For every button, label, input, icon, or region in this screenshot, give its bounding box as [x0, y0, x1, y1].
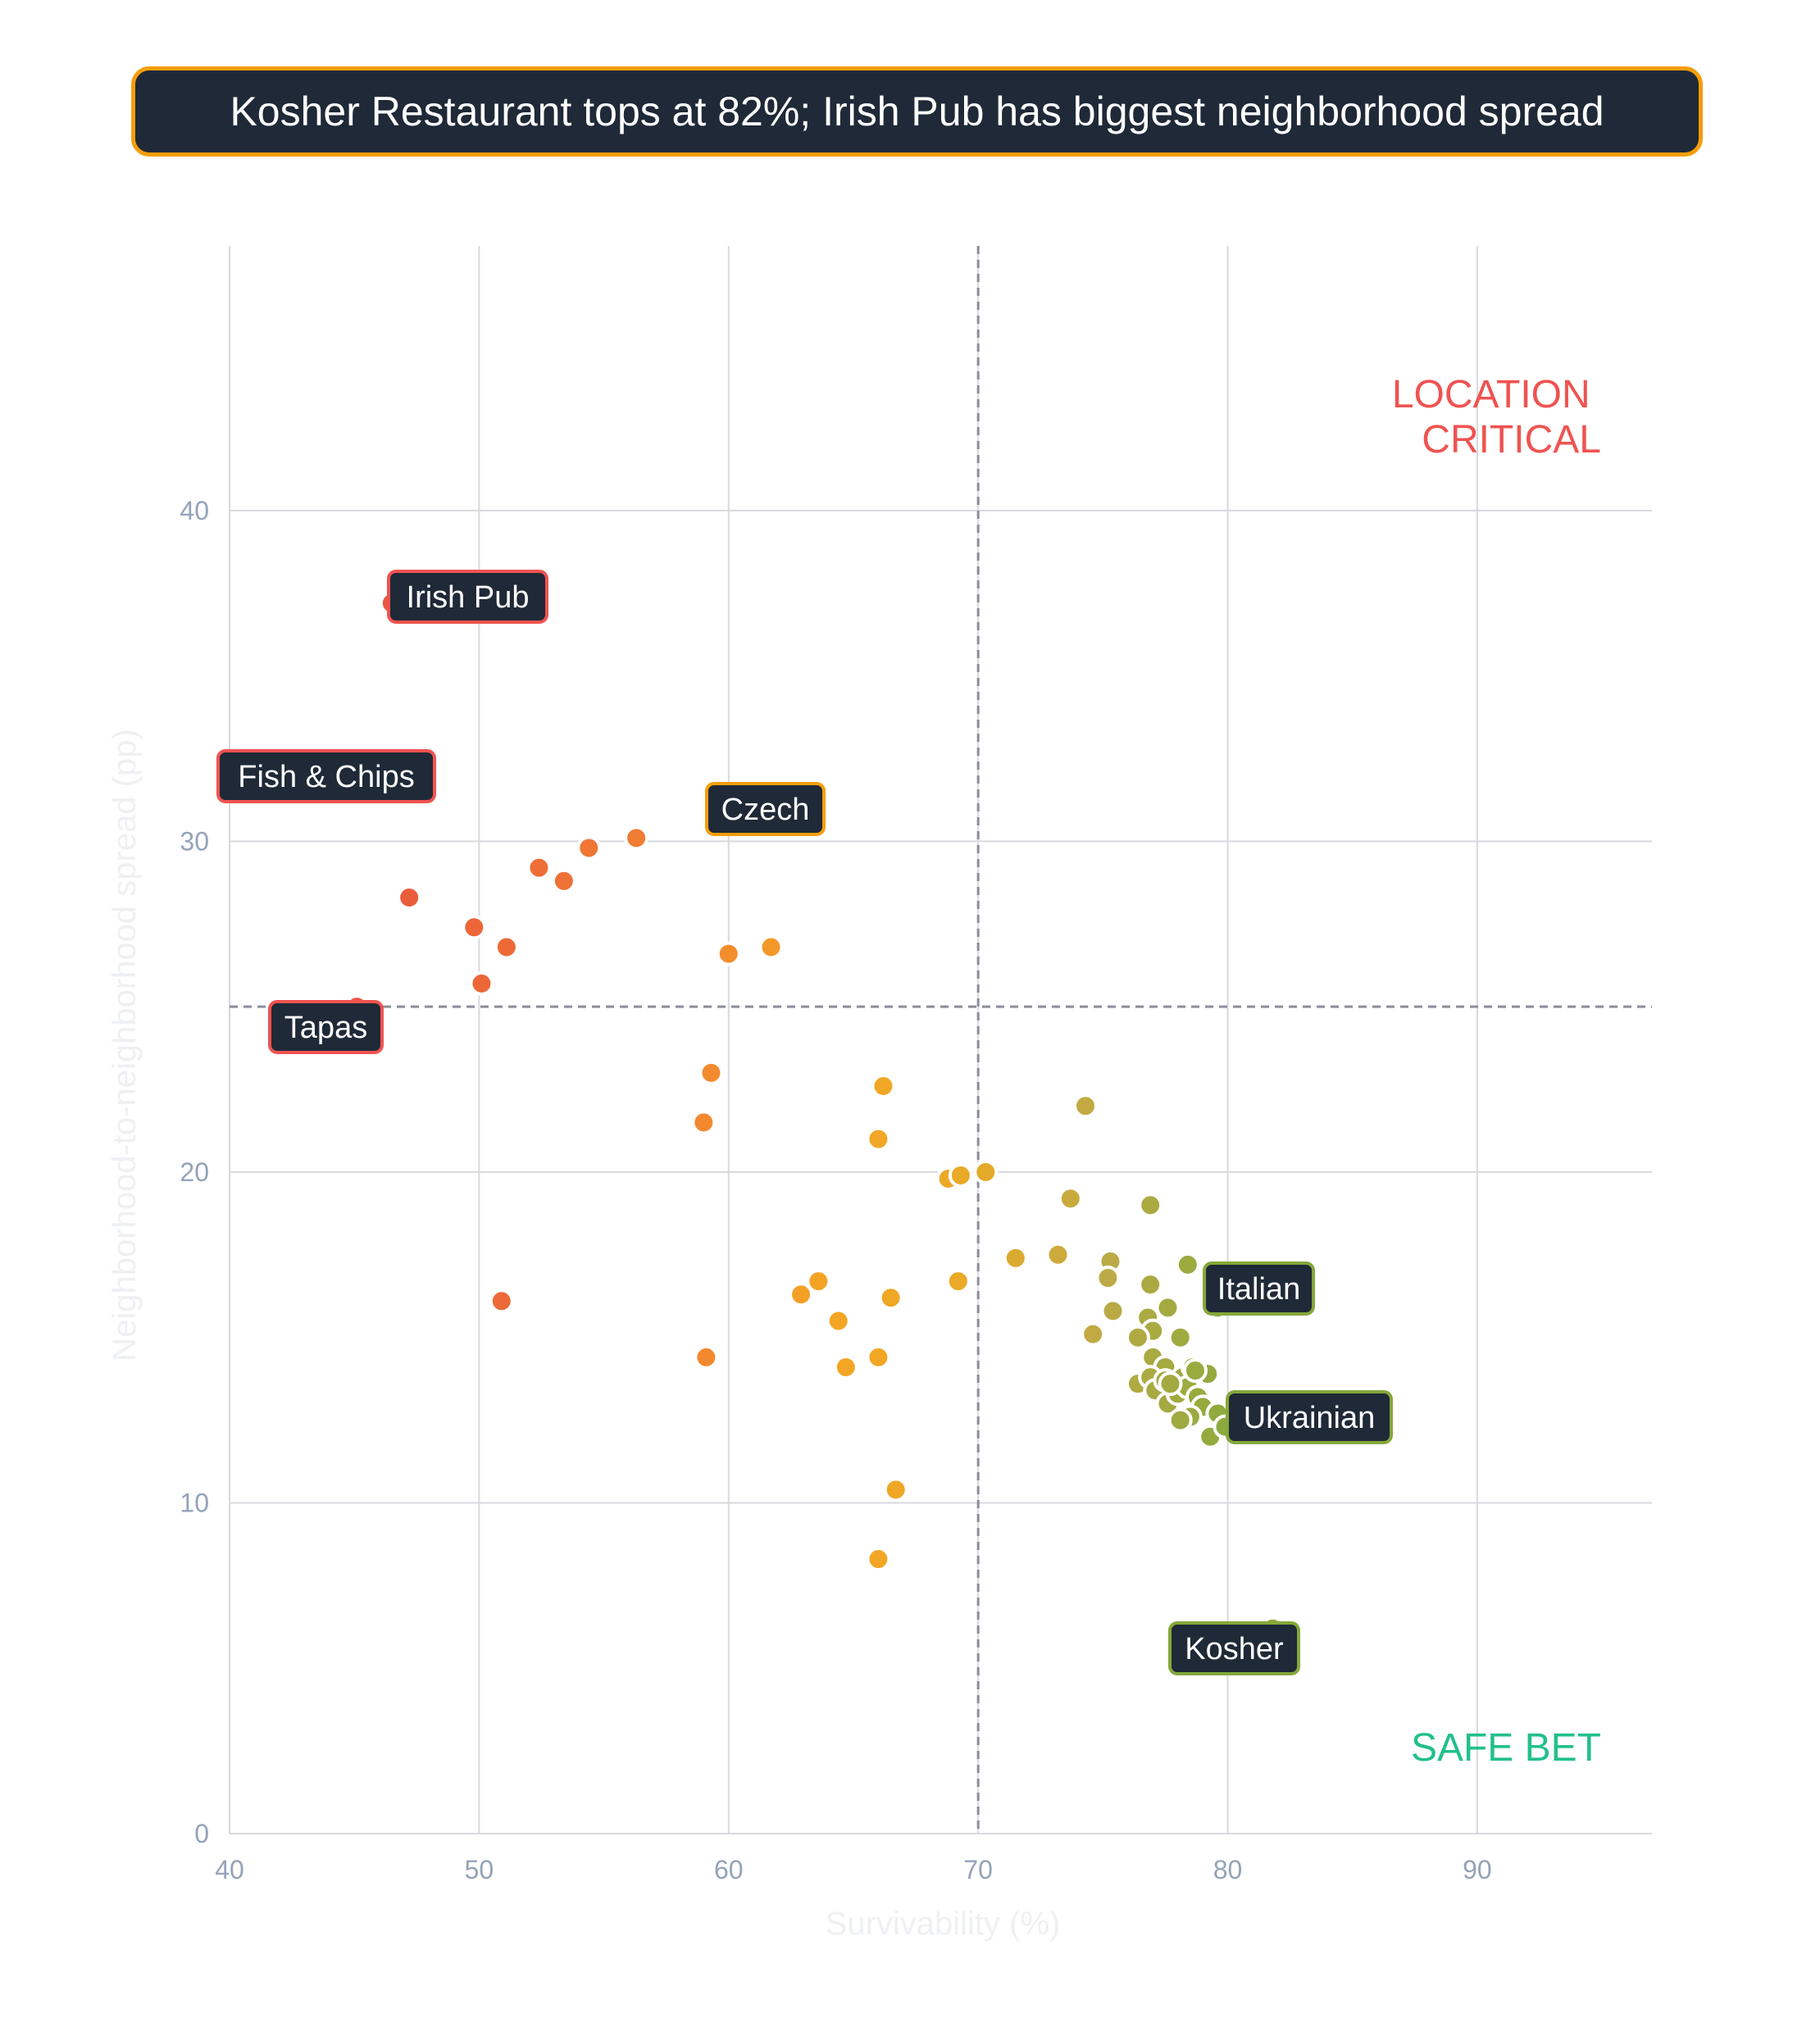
annotation-irish-pub: Irish Pub: [387, 570, 548, 624]
annotation-box: [705, 782, 826, 836]
annotation-label: Tapas: [284, 1011, 367, 1045]
x-tick-label-1: 50: [465, 1855, 494, 1884]
data-point-5: [469, 970, 494, 996]
data-point-34: [1073, 1093, 1099, 1119]
annotation-label: Ukrainian: [1244, 1401, 1376, 1435]
data-point-68: [1158, 1371, 1183, 1397]
y-tick-label-2: 20: [180, 1157, 209, 1187]
data-point-24: [871, 1073, 896, 1098]
y-tick-label-3: 30: [180, 826, 209, 856]
y-axis-label: Neighborhood-to-neighborhood spread (pp): [107, 729, 143, 1361]
quadrant-label-location-critical-line2: CRITICAL: [1422, 418, 1601, 461]
data-point-41: [1155, 1295, 1181, 1321]
x-tick-label-4: 80: [1213, 1855, 1243, 1884]
annotation-label: Czech: [721, 793, 810, 827]
quadrant-label-safe-bet: SAFE BET: [1411, 1726, 1601, 1770]
data-point-36: [1095, 1266, 1121, 1291]
data-point-13: [489, 1289, 514, 1314]
annotation-label: Kosher: [1185, 1632, 1284, 1666]
annotation-italian: Italian: [1203, 1261, 1315, 1316]
data-point-7: [551, 868, 576, 893]
gridlines: [229, 246, 1652, 1834]
reference-lines: [230, 246, 1652, 1834]
data-point-9: [624, 825, 649, 851]
annotation-box: [1203, 1261, 1315, 1316]
data-point-48: [1175, 1252, 1200, 1277]
annotation-box: [216, 749, 436, 803]
annotation-box: [1226, 1390, 1393, 1444]
annotation-box: [268, 1000, 384, 1054]
x-tick-label-5: 90: [1463, 1855, 1492, 1884]
data-point-31: [1003, 1245, 1028, 1271]
data-point-38: [1081, 1321, 1106, 1347]
data-point-47: [1167, 1325, 1193, 1350]
data-point-28: [948, 1162, 973, 1188]
annotation-label: Italian: [1217, 1272, 1300, 1307]
data-point-63: [1167, 1407, 1193, 1433]
annotation-kosher: Kosher: [1168, 1621, 1300, 1675]
tick-labels: 40 50 60 70 80 90 0 10 20 30 40: [180, 496, 1491, 1884]
data-point-37: [1100, 1298, 1126, 1324]
data-point-25: [883, 1477, 908, 1502]
annotation-ukrainian: Ukrainian: [1226, 1390, 1393, 1444]
data-point-26: [866, 1547, 891, 1572]
data-point-22: [878, 1285, 903, 1311]
annotation-label: Irish Pub: [407, 580, 530, 615]
annotation-fish-chips: Fish & Chips: [216, 749, 436, 803]
data-point-11: [758, 934, 784, 960]
data-point-20: [833, 1355, 858, 1380]
data-point-4: [494, 934, 519, 960]
quadrant-label-location-critical: LOCATION CRITICAL: [1392, 373, 1601, 461]
annotation-box: [1168, 1621, 1300, 1675]
annotation-tapas: Tapas: [268, 1000, 384, 1054]
data-point-30: [945, 1269, 971, 1294]
data-point-8: [576, 835, 602, 861]
annotation-czech: Czech: [705, 782, 826, 836]
data-points: [344, 590, 1285, 1641]
annotations: Irish Pub Fish & Chips Czech Tapas Italian Uk…: [216, 570, 1393, 1675]
data-point-23: [866, 1126, 891, 1152]
annotation-label: Fish & Chips: [238, 760, 414, 794]
chart-title: Kosher Restaurant tops at 82%; Irish Pub…: [131, 66, 1703, 157]
data-point-33: [1058, 1186, 1083, 1211]
quadrant-label-location-critical-line1: LOCATION: [1392, 373, 1590, 416]
data-point-21: [866, 1344, 891, 1370]
data-point-44: [1125, 1325, 1150, 1350]
data-point-40: [1138, 1272, 1163, 1298]
data-point-3: [462, 915, 487, 940]
data-point-19: [826, 1308, 851, 1334]
data-point-29: [973, 1159, 999, 1184]
data-point-32: [1045, 1242, 1071, 1267]
data-point-17: [789, 1282, 814, 1307]
y-tick-label-4: 40: [180, 496, 209, 525]
x-tick-label-3: 70: [963, 1855, 993, 1884]
data-point-10: [716, 941, 741, 966]
x-tick-label-2: 60: [714, 1855, 744, 1884]
x-tick-label-0: 40: [215, 1855, 244, 1884]
y-tick-label-0: 0: [194, 1819, 209, 1848]
data-point-67: [1182, 1358, 1208, 1384]
data-point-6: [526, 855, 552, 880]
data-point-15: [691, 1110, 717, 1135]
data-point-18: [806, 1269, 831, 1294]
annotation-box: [387, 570, 548, 624]
x-axis-label: Survivability (%): [826, 1906, 1061, 1942]
data-point-16: [694, 1344, 719, 1370]
data-point-39: [1138, 1193, 1163, 1218]
data-point-14: [698, 1060, 724, 1085]
y-tick-label-1: 10: [180, 1488, 209, 1517]
data-point-2: [397, 884, 422, 910]
